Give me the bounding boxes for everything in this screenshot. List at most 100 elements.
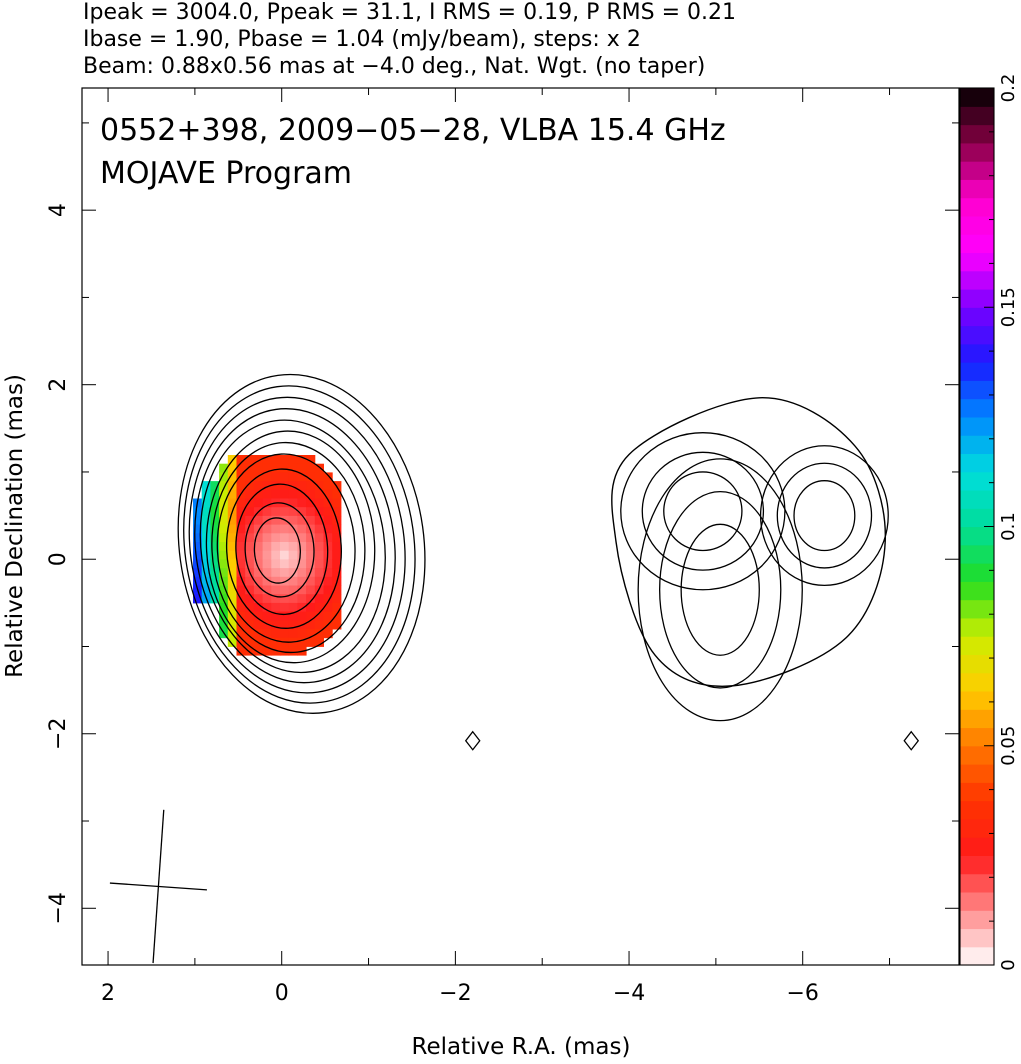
polarization-pixel — [306, 576, 316, 586]
polarization-pixel — [306, 463, 316, 473]
jet-knot-contour — [759, 445, 889, 587]
polarization-pixel — [288, 611, 298, 621]
polarization-pixel — [210, 515, 220, 526]
polarization-pixel — [323, 629, 333, 639]
polarization-pixel — [297, 472, 307, 482]
polarization-pixel — [219, 568, 229, 578]
polarization-pixel — [288, 550, 298, 560]
jet-knot-contour — [793, 480, 856, 552]
polarization-pixel — [297, 594, 307, 604]
polarization-pixel — [219, 602, 229, 613]
header-line-3: Beam: 0.88x0.56 mas at −4.0 deg., Nat. W… — [83, 54, 705, 79]
polarization-pixel — [314, 576, 324, 586]
polarization-pixel — [332, 602, 342, 613]
polarization-pixel — [332, 568, 342, 578]
polarization-pixel — [271, 637, 281, 647]
polarization-pixel — [297, 498, 307, 508]
polarization-pixel — [297, 515, 307, 526]
polarization-pixel — [253, 542, 264, 552]
polarization-pixel — [219, 481, 229, 491]
polarization-pixel — [297, 559, 307, 569]
polarization-pixel — [219, 585, 229, 595]
polarization-pixel — [306, 542, 316, 552]
polarization-pixel — [297, 602, 307, 613]
y-tick-label: −4 — [46, 892, 71, 924]
polarization-pixel — [245, 507, 255, 517]
polarization-pixel — [306, 533, 316, 543]
polarization-pixel — [306, 550, 316, 560]
polarization-pixel — [271, 594, 281, 604]
polarization-pixel — [288, 472, 298, 482]
polarization-pixel — [280, 646, 290, 656]
polarization-pixel — [262, 576, 272, 586]
polarization-pixel — [219, 576, 229, 586]
core-contour — [199, 419, 386, 674]
colorbar-swatch — [960, 270, 994, 290]
polarization-pixel — [245, 481, 255, 491]
colorbar-swatch — [960, 690, 994, 710]
polarization-pixel — [201, 568, 211, 578]
polarization-pixel — [280, 463, 290, 473]
polarization-pixel — [306, 489, 316, 499]
polarization-pixel — [297, 455, 307, 465]
polarization-pixel — [280, 507, 290, 517]
polarization-pixel — [280, 629, 290, 639]
polarization-pixel — [314, 559, 324, 569]
polarization-pixel — [253, 515, 264, 526]
polarization-pixel — [262, 637, 272, 647]
polarization-pixel — [280, 489, 290, 499]
polarization-pixel — [245, 629, 255, 639]
polarization-pixel — [262, 550, 272, 560]
stokes-i-contours — [177, 373, 920, 751]
polarization-pixel — [314, 472, 324, 482]
polarization-pixel — [297, 481, 307, 491]
polarization-pixel — [297, 585, 307, 595]
polarization-pixel — [288, 498, 298, 508]
polarization-pixel — [245, 542, 255, 552]
polarization-pixel — [314, 602, 324, 613]
polarization-pixel — [219, 550, 229, 560]
polarization-pixel — [253, 559, 264, 569]
polarization-pixel — [271, 524, 281, 534]
core-contour — [244, 502, 315, 598]
colorbar: 0 0.05 0.1 0.15 0.2 — [959, 74, 1019, 971]
polarization-pixel — [262, 463, 272, 473]
colorbar-swatch — [960, 946, 994, 966]
polarization-pixel — [210, 585, 220, 595]
polarization-pixel — [236, 637, 246, 647]
beam-minor-axis — [109, 882, 207, 891]
polarization-pixel — [245, 585, 255, 595]
polarization-pixel — [193, 524, 203, 534]
fractional-polarization-map — [193, 455, 342, 656]
polarization-pixel — [262, 507, 272, 517]
polarization-pixel — [271, 568, 281, 578]
polarization-pixel — [245, 594, 255, 604]
chart-title-line-2: MOJAVE Program — [100, 156, 352, 191]
colorbar-swatch — [960, 818, 994, 838]
noise-contour — [903, 730, 920, 751]
polarization-pixel — [280, 472, 290, 482]
polarization-pixel — [332, 611, 342, 621]
polarization-pixel — [236, 559, 246, 569]
polarization-pixel — [262, 559, 272, 569]
polarization-pixel — [297, 524, 307, 534]
jet-knot-contour — [620, 432, 786, 591]
polarization-pixel — [271, 455, 281, 465]
polarization-pixel — [253, 585, 264, 595]
plot-frame — [81, 87, 960, 966]
polarization-pixel — [236, 568, 246, 578]
polarization-pixel — [245, 515, 255, 526]
polarization-pixel — [280, 568, 290, 578]
polarization-pixel — [210, 533, 220, 543]
polarization-pixel — [332, 550, 342, 560]
polarization-pixel — [323, 585, 333, 595]
polarization-pixel — [227, 550, 237, 560]
polarization-pixel — [262, 594, 272, 604]
colorbar-swatch — [960, 709, 994, 729]
polarization-pixel — [271, 481, 281, 491]
polarization-pixel — [245, 524, 255, 534]
x-tick-label: −4 — [613, 981, 645, 1006]
jet-outer-contour — [611, 397, 886, 687]
colorbar-swatch — [960, 800, 994, 820]
polarization-pixel — [201, 515, 211, 526]
